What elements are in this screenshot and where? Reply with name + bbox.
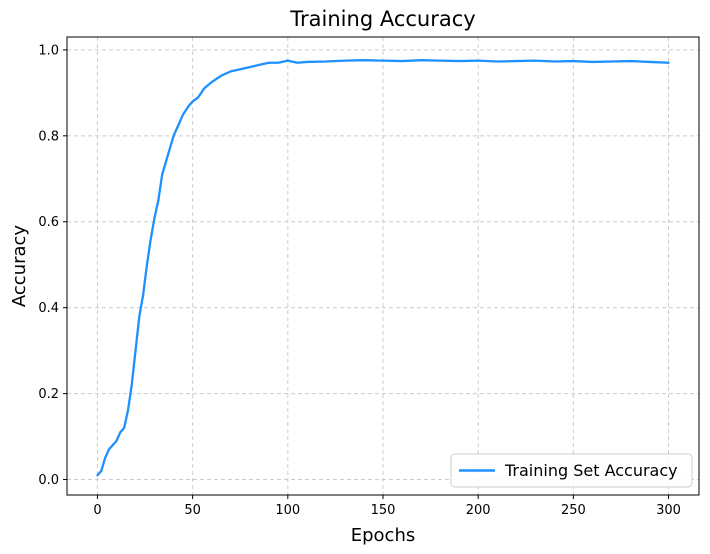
x-tick-label: 200 — [466, 503, 491, 518]
y-tick-label: 0.8 — [38, 129, 59, 144]
x-tick-label: 300 — [656, 503, 681, 518]
y-tick-label: 0.2 — [38, 387, 59, 402]
legend: Training Set Accuracy — [450, 453, 693, 488]
y-tick-label: 0.0 — [38, 473, 59, 488]
x-tick-label: 50 — [184, 503, 201, 518]
x-tick-label: 0 — [93, 503, 101, 518]
plot-frame — [66, 36, 700, 496]
y-axis-title: Accuracy — [9, 225, 30, 308]
x-tick-label: 250 — [561, 503, 586, 518]
series-layer — [96, 59, 670, 477]
x-tick-label: 100 — [275, 503, 300, 518]
legend-label: Training Set Accuracy — [504, 461, 678, 480]
series-line — [96, 59, 670, 477]
y-tick-label: 0.4 — [38, 301, 59, 316]
y-tick-label: 0.6 — [38, 215, 59, 230]
y-tick-label: 1.0 — [38, 43, 59, 58]
ticks: 0 50 100 150 200 250 300 0.0 0.2 0.4 0.6 0.8 1.0 — [38, 43, 681, 518]
x-axis-title: Epochs — [351, 525, 416, 546]
chart-title: Training Accuracy — [289, 7, 475, 31]
legend-box — [450, 453, 693, 488]
grid — [67, 37, 699, 495]
x-tick-label: 150 — [371, 503, 396, 518]
